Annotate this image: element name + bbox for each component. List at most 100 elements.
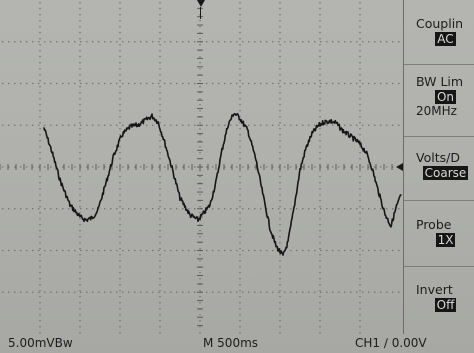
grid-dot [50, 249, 52, 252]
grid-dot [319, 62, 321, 64]
grid-dot [188, 82, 190, 85]
grid-dot [159, 260, 161, 262]
grid-dot [319, 32, 321, 34]
grid-dot [279, 200, 281, 202]
grid-dot [39, 92, 41, 94]
grid-dot [350, 124, 352, 126]
grid-dot [50, 291, 52, 293]
grid-dot [386, 82, 388, 85]
menu-volts-div[interactable]: Volts/D Coarse [404, 150, 474, 180]
grid-dot [326, 249, 328, 252]
grid-dot [239, 170, 241, 172]
grid-dot [119, 14, 121, 16]
grid-dot [39, 104, 41, 106]
grid-dot [26, 291, 28, 293]
grid-dot [39, 152, 41, 154]
grid-dot [239, 38, 241, 40]
grid-dot [79, 206, 81, 208]
grid-dot [368, 208, 370, 210]
grid-dot [79, 230, 81, 232]
grid-dot [279, 314, 281, 316]
grid-dot [359, 38, 361, 40]
grid-dot [8, 249, 10, 252]
grid-dot [44, 249, 46, 252]
grid-dot [224, 291, 226, 293]
grid-dot [199, 92, 201, 94]
grid-dot [116, 208, 118, 210]
grid-dot [359, 110, 361, 112]
menu-invert[interactable]: Invert Off [404, 282, 474, 312]
grid-dot [182, 208, 184, 210]
bw-limit-value: On [434, 90, 457, 104]
grid-dot [159, 308, 161, 310]
grid-dot [359, 128, 361, 130]
grid-dot [39, 122, 41, 124]
grid-dot [20, 208, 22, 210]
grid-dot [39, 194, 41, 196]
grid-dot [284, 166, 286, 168]
grid-dot [279, 218, 281, 220]
grid-dot [39, 284, 41, 286]
grid-dot [119, 68, 121, 70]
grid-dot [39, 266, 41, 268]
grid-dot [74, 41, 76, 43]
grid-dot [79, 26, 81, 28]
grid-dot [79, 326, 81, 328]
menu-bw-limit[interactable]: BW Lim On 20MHz [404, 74, 474, 119]
grid-dot [239, 296, 241, 298]
grid-dot [92, 82, 94, 85]
timebase-readout: M 500ms [203, 336, 259, 350]
grid-dot [239, 116, 241, 118]
grid-dot [236, 166, 238, 168]
grid-dot [380, 41, 382, 43]
grid-dot [119, 158, 121, 160]
grid-dot [359, 200, 361, 202]
grid-dot [39, 140, 41, 142]
grid-dot [182, 249, 184, 252]
grid-dot [74, 166, 76, 168]
grid-dot [119, 314, 121, 316]
menu-coupling[interactable]: Couplin AC [404, 16, 474, 46]
grid-dot [224, 82, 226, 85]
grid-dot [194, 208, 196, 210]
grid-dot [176, 82, 178, 85]
grid-dot [279, 224, 281, 226]
menu-probe[interactable]: Probe 1X [404, 217, 474, 247]
grid-dot [239, 332, 241, 334]
grid-dot [39, 230, 41, 232]
grid-dot [159, 92, 161, 94]
grid-dot [140, 291, 142, 293]
grid-dot [272, 249, 274, 252]
grid-dot [239, 188, 241, 190]
grid-dot [242, 291, 244, 293]
grid-dot [296, 41, 298, 43]
grid-dot [290, 82, 292, 85]
grid-dot [359, 56, 361, 58]
grid-dot [359, 248, 361, 250]
grid-dot [119, 284, 121, 286]
grid-dot [119, 230, 121, 232]
grid-dot [159, 134, 161, 136]
grid-dot [119, 38, 121, 40]
grid-dot [56, 41, 58, 43]
grid-dot [110, 249, 112, 252]
grid-dot [122, 291, 124, 293]
coupling-value: AC [435, 32, 456, 46]
grid-dot [359, 122, 361, 124]
grid-dot [239, 92, 241, 94]
grid-dot [44, 41, 46, 43]
grid-dot [170, 208, 172, 210]
grid-dot [79, 8, 81, 10]
probe-label: Probe [416, 217, 452, 232]
grid-dot [128, 249, 130, 252]
grid-dot [278, 291, 280, 293]
grid-dot [239, 8, 241, 10]
grid-dot [314, 249, 316, 252]
grid-dot [279, 152, 281, 154]
grid-dot [359, 218, 361, 220]
grid-dot [319, 218, 321, 220]
grid-dot [119, 176, 121, 178]
grid-dot [374, 291, 376, 293]
grid-dot [39, 320, 41, 322]
grid-dot [218, 82, 220, 85]
